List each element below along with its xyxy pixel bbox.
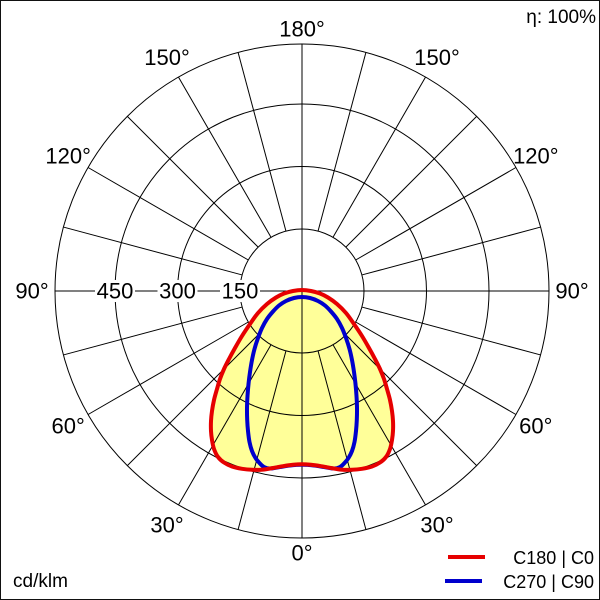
angle-axis-label: 150° <box>414 45 460 70</box>
polar-spoke <box>332 76 426 238</box>
polar-spoke <box>332 344 426 506</box>
polar-spoke <box>355 321 517 415</box>
polar-spoke <box>345 334 478 467</box>
polar-spoke <box>87 167 249 261</box>
angle-axis-label: 90° <box>15 279 48 304</box>
polar-spoke <box>237 52 287 232</box>
angle-axis-label: 150° <box>144 45 190 70</box>
angle-axis-label: 120° <box>45 144 91 169</box>
angle-axis-label: 0° <box>291 541 312 566</box>
polar-spoke <box>361 226 541 276</box>
legend: C180 | C0 C270 | C90 <box>445 548 594 592</box>
angle-axis-label: 60° <box>519 414 552 439</box>
polar-spoke <box>317 350 367 530</box>
ring-value-label: 450 <box>97 279 134 304</box>
polar-spoke <box>87 321 249 415</box>
efficiency-label: η: 100% <box>526 7 596 28</box>
legend-label-c270-c90: C270 | C90 <box>503 572 594 592</box>
angle-axis-label: 90° <box>555 279 588 304</box>
ring-value-label: 150 <box>222 279 259 304</box>
ring-value-label: 300 <box>159 279 196 304</box>
intensity-curve-c180-c0 <box>208 288 396 472</box>
polar-spoke <box>345 115 478 248</box>
angle-axis-label: 30° <box>420 513 453 538</box>
angle-axis-label: 120° <box>513 144 559 169</box>
angle-axis-label: 60° <box>52 414 85 439</box>
legend-label-c180-c0: C180 | C0 <box>513 548 594 568</box>
ring-label-mask <box>157 280 198 302</box>
angle-axis-label: 180° <box>279 17 325 42</box>
unit-label: cd/klm <box>13 571 68 592</box>
polar-spoke <box>63 226 243 276</box>
polar-spoke <box>126 115 259 248</box>
polar-spoke <box>63 306 243 356</box>
intensity-curves <box>208 288 396 472</box>
angle-axis-label: 30° <box>150 513 183 538</box>
polar-spoke <box>361 306 541 356</box>
ring-label-mask <box>95 280 135 302</box>
polar-spoke <box>355 167 517 261</box>
polar-grid <box>54 43 550 539</box>
polar-spoke <box>317 52 367 232</box>
ring-label-mask <box>220 280 260 302</box>
polar-spoke <box>237 350 287 530</box>
polar-spoke <box>178 76 272 238</box>
polar-spoke <box>178 344 272 506</box>
axis-labels: 150 300 450 0° 30° 30° 60° 60° 90° 90° 120° 120° 150… <box>15 17 588 566</box>
polar-spoke <box>126 334 259 467</box>
